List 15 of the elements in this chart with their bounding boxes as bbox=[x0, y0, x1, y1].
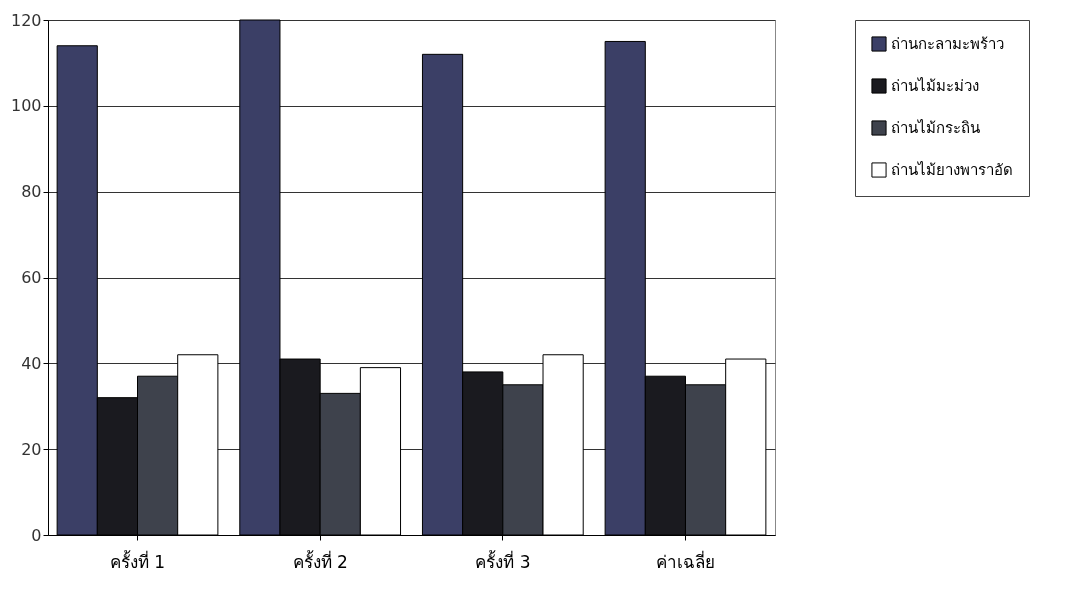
legend-label: ถ่านไม้มะม่วง bbox=[891, 77, 979, 95]
x-tick-label: ครั้งที่ 1 bbox=[109, 549, 166, 572]
legend-label: ถ่านไม้กระถิน bbox=[891, 119, 980, 137]
legend-label: ถ่านไม้ยางพาราอัด bbox=[891, 161, 1013, 179]
x-tick-label: ครั้งที่ 2 bbox=[292, 549, 348, 572]
legend-label: ถ่านกะลามะพร้าว bbox=[891, 35, 1004, 53]
y-tick-label: 40 bbox=[21, 353, 42, 373]
y-tick-label: 120 bbox=[10, 10, 42, 30]
y-tick-label: 80 bbox=[21, 182, 42, 202]
x-tick-label: ครั้งที่ 3 bbox=[475, 549, 531, 572]
y-tick-label: 0 bbox=[31, 525, 42, 545]
y-tick-label: 60 bbox=[21, 268, 42, 287]
y-tick-label: 100 bbox=[10, 96, 42, 116]
x-tick-label: ค่าเฉลี่ย bbox=[655, 549, 715, 572]
y-tick-label: 20 bbox=[21, 439, 42, 459]
